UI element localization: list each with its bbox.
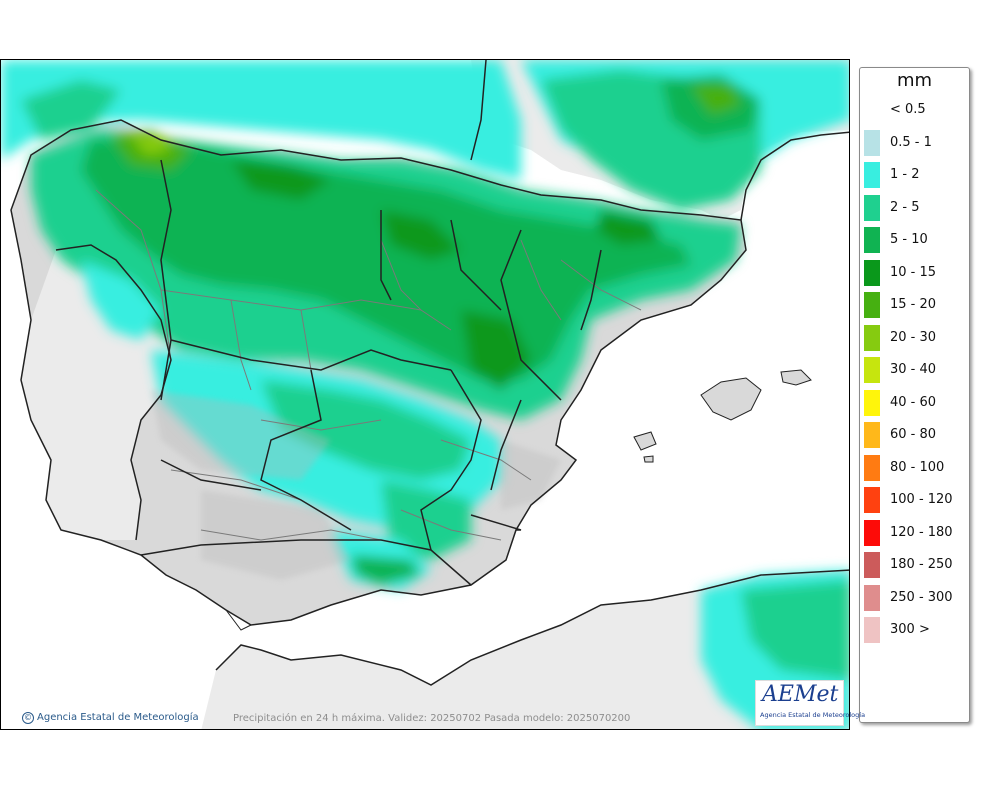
legend-label: < 0.5 xyxy=(890,102,926,117)
legend-label: 2 - 5 xyxy=(890,199,920,215)
mallorca xyxy=(700,377,762,421)
province-borders xyxy=(95,189,642,541)
legend-swatch xyxy=(864,487,880,513)
legend-label: 180 - 250 xyxy=(890,557,953,572)
legend-label: 5 - 10 xyxy=(890,232,928,247)
ibiza xyxy=(633,431,657,451)
legend-label: 0.5 - 1 xyxy=(890,134,932,150)
legend-swatch xyxy=(864,552,880,578)
legend-swatch xyxy=(864,389,880,416)
legend-row: < 0.5 xyxy=(864,97,968,123)
legend-row: 2 - 5 xyxy=(864,194,968,221)
regional-borders xyxy=(10,60,747,626)
agency-credit: © Agencia Estatal de Meteorología xyxy=(22,712,199,724)
legend-row: 60 - 80 xyxy=(864,422,968,448)
legend-swatch xyxy=(864,194,880,221)
legend-row: 100 - 120 xyxy=(864,487,968,513)
france-coast xyxy=(740,131,849,221)
legend-label: 120 - 180 xyxy=(890,524,953,540)
legend-label: 1 - 2 xyxy=(890,167,920,182)
legend-label: 80 - 100 xyxy=(890,459,945,475)
logo-wordmark: AEMet xyxy=(762,682,839,707)
legend-swatch xyxy=(864,357,880,383)
legend-swatch xyxy=(864,324,880,351)
legend-swatch xyxy=(864,422,880,448)
legend-label: 20 - 30 xyxy=(890,329,937,345)
legend-label: 15 - 20 xyxy=(890,297,937,312)
legend-swatch xyxy=(864,292,880,318)
legend-swatch xyxy=(864,584,880,611)
legend-row: 15 - 20 xyxy=(864,292,968,318)
legend-row: 40 - 60 xyxy=(864,389,968,416)
legend-label: 10 - 15 xyxy=(890,264,937,280)
legend-swatch xyxy=(864,129,880,156)
legend-row: 5 - 10 xyxy=(864,227,968,253)
legend-label: 60 - 80 xyxy=(890,427,937,442)
legend-label: 300 > xyxy=(890,622,930,637)
legend-row: 120 - 180 xyxy=(864,519,968,546)
gibraltar-strait xyxy=(225,609,252,631)
legend-swatch xyxy=(864,617,880,643)
legend-row: 20 - 30 xyxy=(864,324,968,351)
legend-swatch xyxy=(864,519,880,546)
menorca xyxy=(780,369,812,386)
legend-swatch xyxy=(864,162,880,188)
legend-row: 300 > xyxy=(864,617,968,643)
legend-row: 180 - 250 xyxy=(864,552,968,578)
logo-subtitle: Agencia Estatal de Meteorología xyxy=(760,711,866,719)
legend-swatch xyxy=(864,227,880,253)
legend-panel: mm < 0.5 0.5 - 1 1 - 2 2 - 5 5 - 10 10 - 15 15… xyxy=(859,67,970,723)
copyright-icon: © xyxy=(22,712,34,724)
legend-label: 40 - 60 xyxy=(890,394,937,410)
legend-label: 250 - 300 xyxy=(890,589,953,605)
precipitation-map xyxy=(0,59,850,730)
relief-texture xyxy=(151,390,561,580)
legend-label: 30 - 40 xyxy=(890,362,937,377)
legend-row: 10 - 15 xyxy=(864,259,968,286)
aemet-logo: AEMet Agencia Estatal de Meteorología xyxy=(755,680,865,726)
legend-swatch xyxy=(864,259,880,286)
africa-land xyxy=(201,570,849,729)
legend-label: 100 - 120 xyxy=(890,492,953,507)
legend-row: 30 - 40 xyxy=(864,357,968,383)
map-svg xyxy=(1,60,849,729)
legend-swatch xyxy=(864,454,880,481)
legend-row: 250 - 300 xyxy=(864,584,968,611)
legend-row: 80 - 100 xyxy=(864,454,968,481)
legend-unit: mm xyxy=(896,70,933,91)
africa-coast xyxy=(215,569,849,686)
legend-swatch xyxy=(864,97,880,123)
formentera xyxy=(643,455,654,463)
legend-row: 0.5 - 1 xyxy=(864,129,968,156)
credit-text: Agencia Estatal de Meteorología xyxy=(37,712,199,723)
map-caption: Precipitación en 24 h máxima. Validez: 2… xyxy=(233,713,631,724)
legend-row: 1 - 2 xyxy=(864,162,968,188)
